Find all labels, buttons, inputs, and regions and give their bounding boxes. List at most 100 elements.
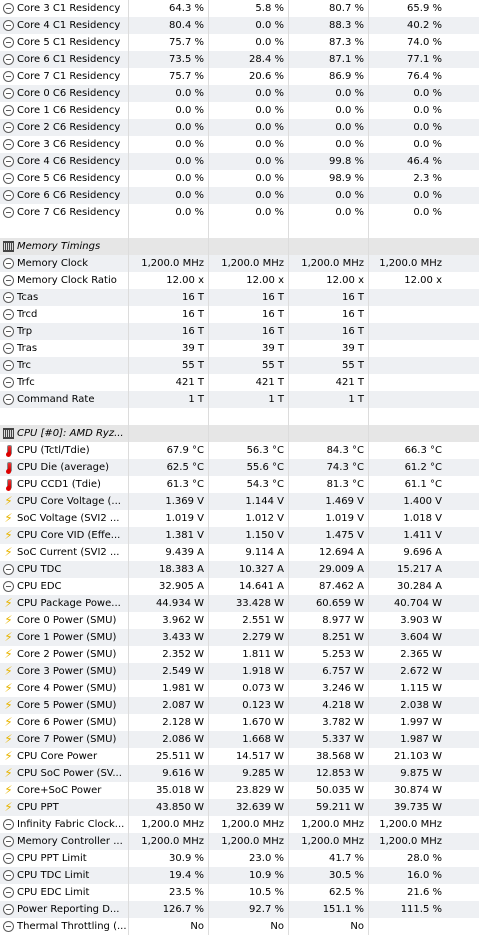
sensor-row[interactable]: Tras 39 T 39 T 39 T — [0, 340, 479, 357]
column-divider — [208, 68, 209, 85]
sensor-row[interactable]: ⚡ Core 2 Power (SMU) 2.352 W 1.811 W 5.253 W… — [0, 646, 479, 663]
column-divider — [288, 646, 289, 663]
sensor-row[interactable]: Trp 16 T 16 T 16 T — [0, 323, 479, 340]
min-value: 55.6 °C — [246, 462, 284, 473]
sensor-name-cell: Core 5 C1 Residency — [0, 34, 128, 51]
column-divider — [128, 527, 129, 544]
sensor-row[interactable]: CPU PPT Limit 30.9 % 23.0 % 41.7 % 28.0 % — [0, 850, 479, 867]
sensor-row[interactable]: ⚡ CPU PPT 43.850 W 32.639 W 59.211 W 39.735 W — [0, 799, 479, 816]
sensor-row[interactable]: Core 4 C6 Residency 0.0 % 0.0 % 99.8 % 46.4 … — [0, 153, 479, 170]
average-value: 40.2 % — [407, 20, 442, 31]
column-divider — [288, 204, 289, 221]
sensor-row[interactable]: Core 3 C1 Residency 64.3 % 5.8 % 80.7 % 65.9… — [0, 0, 479, 17]
column-divider — [208, 238, 209, 255]
sensor-row[interactable]: ⚡ CPU Core VID (Effe... 1.381 V 1.150 V 1.47… — [0, 527, 479, 544]
max-value: 0.0 % — [335, 122, 364, 133]
sensor-name-cell: CPU PPT Limit — [0, 850, 128, 867]
sensor-row[interactable]: ⚡ Core+SoC Power 35.018 W 23.829 W 50.035 W 3… — [0, 782, 479, 799]
sensor-group-header[interactable]: Memory Timings — [0, 238, 479, 255]
sensor-row[interactable]: Core 1 C6 Residency 0.0 % 0.0 % 0.0 % 0.0 % — [0, 102, 479, 119]
sensor-row[interactable]: Infinity Fabric Clock... 1,200.0 MHz 1,200… — [0, 816, 479, 833]
column-divider — [288, 51, 289, 68]
average-value: 0.0 % — [413, 139, 442, 150]
sensor-row[interactable]: Trc 55 T 55 T 55 T — [0, 357, 479, 374]
column-divider — [368, 289, 369, 306]
sensor-label: Core 5 C6 Residency — [17, 173, 121, 184]
column-divider — [288, 102, 289, 119]
sensor-row[interactable]: Thermal Throttling (... No No No — [0, 918, 479, 935]
sensor-row[interactable]: ⚡ Core 3 Power (SMU) 2.549 W 1.918 W 6.757 W… — [0, 663, 479, 680]
column-divider — [208, 391, 209, 408]
column-divider — [128, 204, 129, 221]
sensor-row[interactable]: CPU TDC 18.383 A 10.327 A 29.009 A 15.217 A — [0, 561, 479, 578]
sensor-row[interactable]: Command Rate 1 T 1 T 1 T — [0, 391, 479, 408]
sensor-row[interactable]: CPU (Tctl/Tdie) 67.9 °C 56.3 °C 84.3 °C 66.3… — [0, 442, 479, 459]
sensor-row[interactable]: Power Reporting D... 126.7 % 92.7 % 151.1 %… — [0, 901, 479, 918]
max-value: 55 T — [341, 360, 364, 371]
clock-icon — [3, 853, 14, 864]
voltage-icon: ⚡ — [4, 545, 13, 559]
sensor-name-cell: Trc — [0, 357, 128, 374]
column-divider — [128, 136, 129, 153]
sensor-row[interactable]: CPU TDC Limit 19.4 % 10.9 % 30.5 % 16.0 % — [0, 867, 479, 884]
current-value: 0.0 % — [175, 173, 204, 184]
column-divider — [288, 289, 289, 306]
sensor-name-cell: ⚡ SoC Voltage (SVI2 ... — [0, 510, 128, 527]
sensor-row[interactable]: Memory Clock 1,200.0 MHz 1,200.0 MHz 1,200.… — [0, 255, 479, 272]
thermometer-icon — [3, 479, 14, 491]
sensor-group-header[interactable]: CPU [#0]: AMD Ryz... — [0, 425, 479, 442]
sensor-row[interactable]: Core 7 C6 Residency 0.0 % 0.0 % 0.0 % 0.0 % — [0, 204, 479, 221]
sensor-row[interactable]: Trfc 421 T 421 T 421 T — [0, 374, 479, 391]
sensor-row[interactable]: Core 2 C6 Residency 0.0 % 0.0 % 0.0 % 0.0 % — [0, 119, 479, 136]
column-divider — [368, 374, 369, 391]
spacer-row — [0, 221, 479, 238]
sensor-row[interactable]: Core 0 C6 Residency 0.0 % 0.0 % 0.0 % 0.0 % — [0, 85, 479, 102]
sensor-row[interactable]: ⚡ Core 1 Power (SMU) 3.433 W 2.279 W 8.251 W… — [0, 629, 479, 646]
sensor-row[interactable]: ⚡ SoC Voltage (SVI2 ... 1.019 V 1.012 V 1.01… — [0, 510, 479, 527]
sensor-row[interactable]: Core 3 C6 Residency 0.0 % 0.0 % 0.0 % 0.0 % — [0, 136, 479, 153]
average-value: 46.4 % — [407, 156, 442, 167]
sensor-row[interactable]: Core 7 C1 Residency 75.7 % 20.6 % 86.9 % 76.… — [0, 68, 479, 85]
current-value: 39 T — [181, 343, 204, 354]
clock-icon — [3, 190, 14, 201]
clock-icon — [3, 156, 14, 167]
max-value: 1.475 V — [325, 530, 364, 541]
sensor-row[interactable]: Memory Controller ... 1,200.0 MHz 1,200.0 … — [0, 833, 479, 850]
sensor-label: CPU Package Powe... — [17, 598, 121, 609]
sensor-row[interactable]: Core 5 C6 Residency 0.0 % 0.0 % 98.9 % 2.3 % — [0, 170, 479, 187]
sensor-row[interactable]: ⚡ CPU Core Power 25.511 W 14.517 W 38.568 W 2… — [0, 748, 479, 765]
column-divider — [288, 374, 289, 391]
sensor-row[interactable]: Core 6 C1 Residency 73.5 % 28.4 % 87.1 % 77.… — [0, 51, 479, 68]
sensor-row[interactable]: Tcas 16 T 16 T 16 T — [0, 289, 479, 306]
sensor-name-cell: ⚡ Core 6 Power (SMU) — [0, 714, 128, 731]
sensor-row[interactable]: CPU EDC Limit 23.5 % 10.5 % 62.5 % 21.6 % — [0, 884, 479, 901]
column-divider — [208, 187, 209, 204]
column-divider — [128, 221, 129, 238]
column-divider — [288, 238, 289, 255]
min-value: 0.0 % — [255, 122, 284, 133]
column-divider — [208, 714, 209, 731]
sensor-row[interactable]: ⚡ CPU Core Voltage (... 1.369 V 1.144 V 1.46… — [0, 493, 479, 510]
sensor-row[interactable]: ⚡ SoC Current (SVI2 ... 9.439 A 9.114 A 12.6… — [0, 544, 479, 561]
column-divider — [208, 833, 209, 850]
sensor-row[interactable]: ⚡ CPU Package Powe... 44.934 W 33.428 W 60.6… — [0, 595, 479, 612]
sensor-row[interactable]: Core 4 C1 Residency 80.4 % 0.0 % 88.3 % 40.2… — [0, 17, 479, 34]
sensor-row[interactable]: CPU CCD1 (Tdie) 61.3 °C 54.3 °C 81.3 °C 61.1… — [0, 476, 479, 493]
sensor-row[interactable]: ⚡ Core 5 Power (SMU) 2.087 W 0.123 W 4.218 W… — [0, 697, 479, 714]
sensor-row[interactable]: CPU EDC 32.905 A 14.641 A 87.462 A 30.284 A — [0, 578, 479, 595]
sensor-row[interactable]: ⚡ Core 6 Power (SMU) 2.128 W 1.670 W 3.782 W… — [0, 714, 479, 731]
sensor-row[interactable]: ⚡ Core 0 Power (SMU) 3.962 W 2.551 W 8.977 W… — [0, 612, 479, 629]
sensor-row[interactable]: Memory Clock Ratio 12.00 x 12.00 x 12.00 x 1… — [0, 272, 479, 289]
current-value: 16 T — [181, 292, 204, 303]
sensor-row[interactable]: Core 5 C1 Residency 75.7 % 0.0 % 87.3 % 74.0… — [0, 34, 479, 51]
sensor-row[interactable]: ⚡ Core 7 Power (SMU) 2.086 W 1.668 W 5.337 W… — [0, 731, 479, 748]
sensor-row[interactable]: Trcd 16 T 16 T 16 T — [0, 306, 479, 323]
sensor-row[interactable]: Core 6 C6 Residency 0.0 % 0.0 % 0.0 % 0.0 % — [0, 187, 479, 204]
column-divider — [368, 68, 369, 85]
column-divider — [208, 799, 209, 816]
sensor-row[interactable]: ⚡ CPU SoC Power (SV... 9.616 W 9.285 W 12.85… — [0, 765, 479, 782]
sensor-row[interactable]: CPU Die (average) 62.5 °C 55.6 °C 74.3 °C 61… — [0, 459, 479, 476]
max-value: 62.5 % — [329, 887, 364, 898]
sensor-row[interactable]: ⚡ Core 4 Power (SMU) 1.981 W 0.073 W 3.246 W… — [0, 680, 479, 697]
column-divider — [128, 238, 129, 255]
